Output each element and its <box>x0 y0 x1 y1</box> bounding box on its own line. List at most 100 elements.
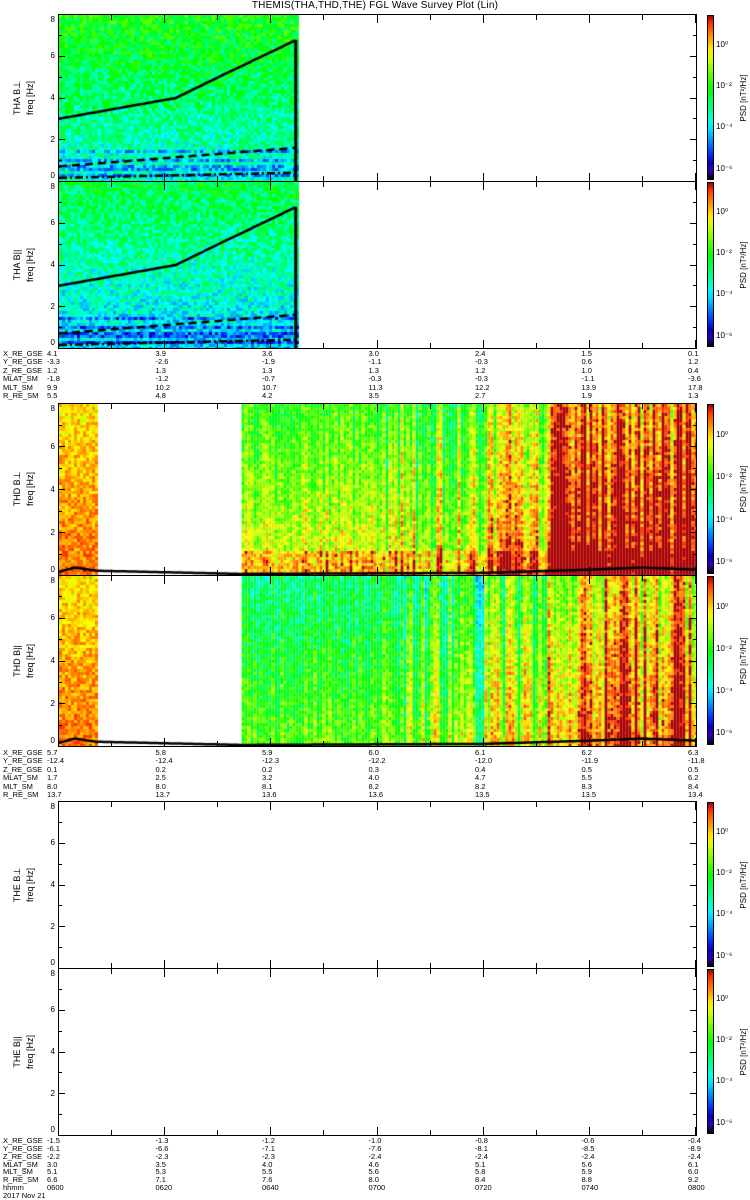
ephemeris-value: 6.1 <box>475 748 486 757</box>
x-axis-tick <box>482 802 484 810</box>
y-tick-label: 4 <box>50 484 55 494</box>
x-axis-tick <box>535 182 537 187</box>
x-axis-tick <box>535 343 537 348</box>
ephemeris-value: 13.7 <box>47 790 62 799</box>
y-axis-tick <box>693 285 697 287</box>
colorbar-tick-label: 10⁻⁶ <box>716 1117 733 1127</box>
ephemeris-value: 5.8 <box>155 748 166 757</box>
y-tick-label: 8 <box>50 182 55 191</box>
colorbar-tick-label: 10⁰ <box>716 826 729 836</box>
spectrogram-canvas <box>59 969 696 1135</box>
ephemeris-value: 1.5 <box>581 349 592 358</box>
ephemeris-value: 8.0 <box>47 781 58 791</box>
y-tick-label: 4 <box>50 260 55 269</box>
x-axis-tick <box>217 15 219 20</box>
ephemeris-value: 5.1 <box>475 1159 486 1169</box>
x-axis-tick <box>376 173 378 181</box>
colorbar-tick-label: 10⁰ <box>716 429 729 439</box>
x-axis-tick <box>270 567 272 575</box>
ephemeris-value: 1.3 <box>368 365 379 375</box>
spectrogram-canvas <box>59 802 696 968</box>
x-axis-tick <box>535 404 537 409</box>
x-axis-tick <box>429 576 431 581</box>
colorbar-tick-label: 10⁻² <box>716 1035 732 1045</box>
ephemeris-value: 10.7 <box>262 382 277 392</box>
y-tick-label: 0 <box>50 1125 55 1134</box>
x-axis-tick <box>376 960 378 968</box>
x-axis-tick <box>111 570 113 575</box>
ephemeris-value: -2.4 <box>368 1151 382 1161</box>
x-axis-tick <box>641 176 643 181</box>
y-axis-tick <box>58 703 65 705</box>
ephemeris-value: 6.3 <box>688 748 699 757</box>
ephemeris-value: -1.2 <box>262 1136 275 1145</box>
ephemeris-value: 5.8 <box>475 1167 486 1177</box>
ephemeris-value: 7.1 <box>155 1175 166 1185</box>
y-axis-tick <box>58 801 65 802</box>
y-axis-tick <box>58 1114 62 1116</box>
x-axis-tick <box>588 960 590 968</box>
x-axis-tick <box>58 1127 59 1135</box>
x-axis-tick <box>588 738 590 746</box>
colorbar-tick-label: 10⁻⁶ <box>716 557 733 567</box>
x-axis-tick <box>58 960 59 968</box>
y-axis-tick <box>693 681 697 683</box>
x-axis-tick <box>429 15 431 20</box>
ephemeris-row-label: X_RE_GSE <box>3 1136 43 1145</box>
ephemeris-value: 13.6 <box>368 790 384 799</box>
x-axis-tick <box>376 576 378 584</box>
colorbar-title: PSD [nT²/Hz] <box>739 636 748 685</box>
y-axis-tick <box>58 842 65 844</box>
x-axis-tick <box>429 182 431 187</box>
ephemeris-value: 9.2 <box>688 1175 699 1185</box>
y-tick-label: 2 <box>50 1088 55 1098</box>
ephemeris-value: -1.5 <box>47 1136 60 1145</box>
ephemeris-value: 8.0 <box>155 781 166 791</box>
x-axis-tick <box>535 576 537 581</box>
x-axis-tick <box>58 738 59 746</box>
x-axis-tick <box>217 343 219 348</box>
ephemeris-value: 6.0 <box>368 748 379 757</box>
x-axis-tick <box>376 738 378 746</box>
colorbar-tick-label: 10⁻⁴ <box>716 289 733 299</box>
x-axis-tick <box>376 15 378 23</box>
ephemeris-value: 3.5 <box>368 391 379 400</box>
spectrogram-canvas <box>59 182 696 348</box>
y-axis-tick <box>690 532 697 533</box>
x-axis-tick <box>111 969 113 974</box>
ephemeris-value: -12.0 <box>475 756 493 766</box>
colorbar <box>707 404 714 574</box>
ephemeris-value: 2.7 <box>475 391 486 400</box>
y-tick-label: 2 <box>50 134 55 144</box>
ephemeris-value: 5.5 <box>47 391 58 400</box>
x-axis-tick <box>323 576 325 581</box>
ephemeris-row-label: Y_RE_GSE <box>3 357 43 367</box>
y-axis-tick <box>58 968 65 969</box>
x-axis-tick <box>695 182 696 190</box>
ephemeris-row-label: MLAT_SM <box>3 374 38 384</box>
x-axis-tick <box>217 576 219 581</box>
x-axis-tick <box>482 340 484 348</box>
x-axis-tick <box>111 176 113 181</box>
colorbar-tick-label: 10⁰ <box>716 206 729 216</box>
x-axis-tick <box>535 176 537 181</box>
x-axis-tick <box>376 404 378 412</box>
x-axis-tick <box>641 741 643 746</box>
colorbar-tick-label: 10⁰ <box>716 993 729 1003</box>
x-axis-tick <box>323 963 325 968</box>
ephemeris-value: -11.8 <box>688 756 705 766</box>
y-axis-tick <box>693 596 697 598</box>
colorbar-tick-label: 10⁻² <box>716 472 732 482</box>
colorbar-tick-label: 10⁻² <box>716 643 732 653</box>
x-axis-tick <box>376 182 378 190</box>
y-tick-label: 8 <box>50 404 55 413</box>
x-axis-tick <box>695 567 696 575</box>
ephemeris-value: 0640 <box>262 1183 279 1193</box>
x-axis-tick <box>164 969 166 977</box>
ephemeris-value: 3.5 <box>155 1159 166 1169</box>
x-axis-tick <box>111 343 113 348</box>
x-axis-tick <box>58 802 59 810</box>
y-axis-tick <box>58 510 62 512</box>
x-axis-tick <box>58 15 59 23</box>
y-axis-tick <box>690 97 697 99</box>
